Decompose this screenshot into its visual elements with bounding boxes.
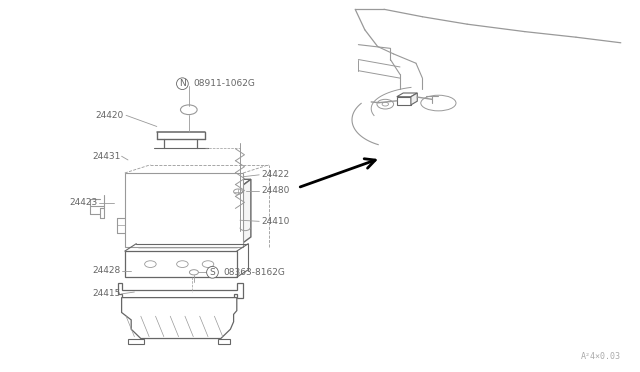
Bar (125, 173, 243, 247)
Circle shape (205, 181, 218, 188)
Circle shape (147, 222, 164, 232)
Circle shape (177, 222, 193, 232)
Circle shape (382, 102, 388, 106)
Polygon shape (218, 339, 230, 344)
Ellipse shape (421, 95, 456, 111)
Circle shape (177, 203, 193, 213)
Text: A²4×0.03: A²4×0.03 (581, 352, 621, 361)
Circle shape (147, 203, 164, 213)
Text: 24431: 24431 (92, 152, 120, 161)
Circle shape (177, 261, 188, 267)
Text: 24428: 24428 (92, 266, 120, 275)
Bar (138, 190, 237, 247)
Text: S: S (210, 268, 215, 277)
Circle shape (206, 203, 223, 213)
Circle shape (234, 189, 243, 194)
Bar (125, 251, 237, 277)
Text: 24410: 24410 (261, 217, 289, 226)
Polygon shape (411, 93, 417, 105)
Text: N: N (179, 79, 186, 88)
Text: 24423: 24423 (69, 198, 97, 207)
Polygon shape (118, 283, 243, 298)
Circle shape (377, 99, 394, 109)
Text: 08911-1062G: 08911-1062G (193, 79, 255, 88)
Circle shape (206, 222, 223, 232)
Bar (397, 97, 411, 105)
Text: 08363-8162G: 08363-8162G (223, 268, 285, 277)
Polygon shape (397, 93, 417, 97)
Polygon shape (237, 179, 251, 247)
Polygon shape (138, 179, 251, 190)
Text: 24422: 24422 (261, 170, 289, 179)
Polygon shape (128, 339, 144, 344)
Circle shape (180, 181, 193, 188)
Text: 24480: 24480 (261, 186, 289, 195)
Circle shape (189, 270, 198, 275)
Circle shape (180, 105, 197, 115)
Circle shape (145, 261, 156, 267)
Circle shape (154, 181, 167, 188)
Polygon shape (122, 298, 237, 339)
Text: 24415: 24415 (92, 289, 120, 298)
Circle shape (202, 261, 214, 267)
Text: 24420: 24420 (95, 111, 124, 120)
